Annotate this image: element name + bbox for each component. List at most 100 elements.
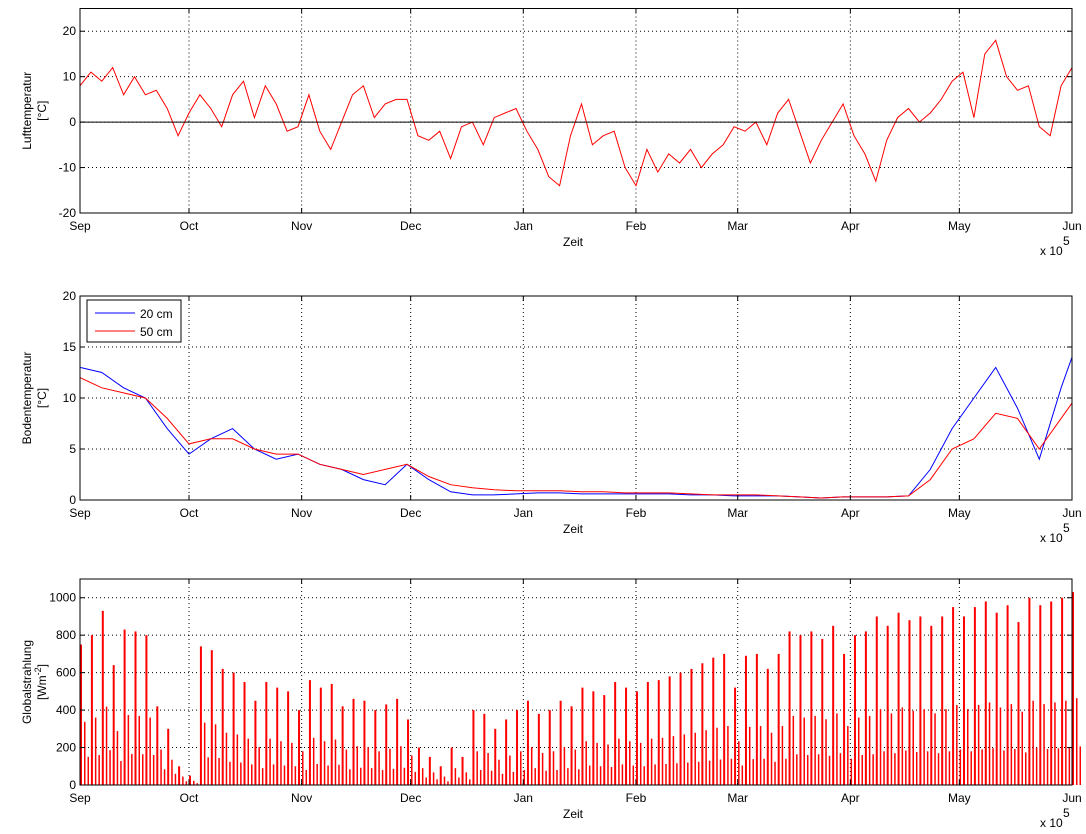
x-tick-label: Dec — [400, 506, 421, 520]
bar-globalstrahlung-minor — [585, 741, 587, 785]
bar-globalstrahlung-minor — [327, 765, 329, 785]
data-layer — [79, 357, 1073, 499]
y-tick-label: 0 — [69, 493, 76, 507]
bar-globalstrahlung-minor — [411, 755, 413, 785]
bar-globalstrahlung-minor — [465, 772, 468, 785]
bar-globalstrahlung-minor — [443, 776, 446, 785]
bar-globalstrahlung — [145, 635, 148, 785]
bar-globalstrahlung-minor — [934, 713, 936, 785]
x-tick-label: Feb — [626, 506, 647, 520]
bar-globalstrahlung — [483, 713, 486, 785]
bar-globalstrahlung-minor — [280, 741, 282, 785]
bar-globalstrahlung-minor — [142, 754, 144, 785]
x-tick-label: Apr — [841, 219, 860, 233]
bar-globalstrahlung — [319, 687, 322, 785]
bar-globalstrahlung — [952, 607, 955, 785]
bar-globalstrahlung-minor — [323, 741, 326, 785]
bar-globalstrahlung-minor — [149, 717, 151, 785]
bar-globalstrahlung — [690, 668, 693, 785]
bar-globalstrahlung — [80, 644, 82, 785]
plot-area — [80, 8, 1072, 213]
bar-globalstrahlung — [428, 756, 431, 785]
bar-globalstrahlung-minor — [487, 752, 489, 785]
bar-globalstrahlung — [614, 682, 617, 785]
bar-globalstrahlung-minor — [912, 710, 914, 785]
bar-globalstrahlung-minor — [915, 752, 918, 785]
bar-globalstrahlung-minor — [763, 758, 765, 785]
x-tick-label: Apr — [841, 506, 860, 520]
bar-globalstrahlung-minor — [131, 753, 133, 785]
bar-globalstrahlung-minor — [879, 709, 882, 785]
bar-globalstrahlung-minor — [421, 768, 424, 785]
y-tick-label: 400 — [56, 703, 76, 717]
bar-globalstrahlung-minor — [171, 759, 173, 785]
bar-globalstrahlung — [897, 612, 900, 785]
x-tick-label: Oct — [180, 219, 199, 233]
legend: 20 cm 50 cm — [86, 299, 182, 343]
y-axis-unit: [°C] — [35, 388, 49, 408]
y-tick-label: 20 — [63, 289, 77, 303]
bar-globalstrahlung-minor — [977, 704, 980, 785]
bar-globalstrahlung-minor — [109, 750, 111, 785]
bar-globalstrahlung-minor — [389, 748, 391, 785]
bar-globalstrahlung — [995, 612, 998, 785]
bar-globalstrahlung-minor — [981, 749, 983, 785]
y-axis-label: Bodentemperatur — [20, 352, 34, 445]
bar-globalstrahlung-minor — [291, 742, 293, 785]
bar-globalstrahlung — [592, 691, 595, 785]
x-tick-label: Mar — [727, 219, 748, 233]
bar-globalstrahlung-minor — [258, 747, 260, 785]
x-axis-label: Zeit — [563, 235, 584, 249]
bar-globalstrahlung-minor — [116, 731, 119, 785]
bar-globalstrahlung-minor — [523, 770, 526, 785]
bar-globalstrahlung-minor — [174, 773, 177, 785]
y-tick-label: 0 — [69, 115, 76, 129]
bar-globalstrahlung-minor — [520, 751, 522, 785]
bar-globalstrahlung — [363, 700, 366, 785]
bar-globalstrahlung — [832, 625, 835, 785]
bar-globalstrahlung-minor — [988, 702, 991, 785]
bar-globalstrahlung — [1039, 605, 1042, 785]
bar-globalstrahlung-minor — [403, 767, 406, 785]
bar-globalstrahlung-minor — [774, 761, 776, 785]
bar-globalstrahlung-minor — [825, 719, 827, 785]
bar-globalstrahlung — [265, 682, 268, 785]
x-exponent-power: 5 — [1063, 521, 1070, 535]
bar-globalstrahlung — [341, 706, 344, 785]
bar-globalstrahlung-minor — [1065, 700, 1067, 785]
x-tick-label: Sep — [69, 219, 91, 233]
bar-globalstrahlung — [657, 680, 660, 785]
series-line-50-cm — [79, 377, 1073, 499]
bar-globalstrahlung — [298, 710, 301, 785]
bar-globalstrahlung-minor — [643, 766, 645, 785]
bar-globalstrahlung-minor — [945, 709, 947, 785]
bar-globalstrahlung — [101, 610, 104, 785]
x-tick-label: Jun — [1062, 506, 1081, 520]
bar-globalstrahlung-minor — [923, 709, 925, 785]
bar-globalstrahlung-minor — [814, 715, 816, 785]
x-tick-label: Jan — [514, 219, 533, 233]
x-tick-label: Oct — [180, 791, 199, 805]
bar-globalstrahlung-minor — [312, 737, 315, 785]
subplot-1: Sep Oct Nov Dec Jan Feb Mar Apr May Jun -20 -10 0 10 2… — [20, 8, 1082, 258]
x-tick-label: Oct — [180, 506, 199, 520]
bar-globalstrahlung-minor — [1046, 749, 1049, 785]
bar-globalstrahlung-minor — [392, 768, 395, 785]
bar-globalstrahlung-minor — [748, 726, 751, 785]
bar-globalstrahlung — [199, 646, 202, 785]
bar-globalstrahlung — [472, 710, 475, 785]
series-line-20-cm — [79, 357, 1073, 499]
bar-globalstrahlung-minor — [905, 750, 907, 785]
bar-globalstrahlung-minor — [1035, 747, 1038, 785]
x-tick-label: May — [948, 791, 971, 805]
bar-globalstrahlung-minor — [836, 713, 838, 785]
bar-globalstrahlung — [167, 728, 170, 785]
bar-globalstrahlung-minor — [759, 726, 762, 785]
bar-globalstrahlung-minor — [694, 732, 696, 785]
bar-globalstrahlung-minor — [105, 706, 108, 785]
bar-globalstrahlung-minor — [563, 747, 566, 785]
bar-globalstrahlung — [276, 687, 279, 785]
subplot-3: Sep Oct Nov Dec Jan Feb Mar Apr May Jun 0 200 400 600… — [20, 578, 1082, 830]
y-tick-label: 15 — [63, 340, 77, 354]
bar-globalstrahlung-minor — [676, 763, 678, 785]
